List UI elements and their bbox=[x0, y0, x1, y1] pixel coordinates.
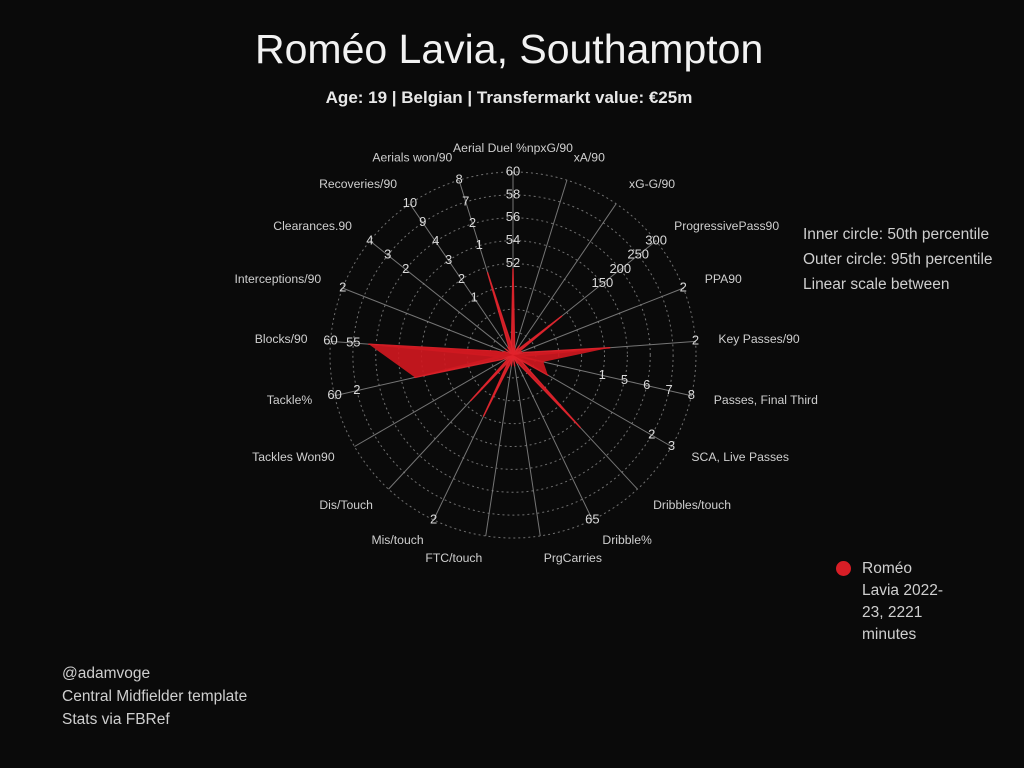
svg-text:60: 60 bbox=[327, 387, 341, 402]
svg-text:52: 52 bbox=[506, 255, 520, 270]
svg-text:7: 7 bbox=[462, 193, 469, 208]
svg-text:Dis/Touch: Dis/Touch bbox=[319, 498, 373, 512]
svg-text:Passes, Final Third: Passes, Final Third bbox=[714, 393, 818, 407]
svg-text:3: 3 bbox=[445, 252, 452, 267]
svg-text:Recoveries/90: Recoveries/90 bbox=[319, 177, 397, 191]
svg-text:58: 58 bbox=[506, 186, 520, 201]
svg-text:60: 60 bbox=[506, 163, 520, 178]
svg-text:2: 2 bbox=[353, 382, 360, 397]
svg-text:Tackle%: Tackle% bbox=[267, 393, 313, 407]
svg-text:Tackles Won90: Tackles Won90 bbox=[252, 450, 335, 464]
svg-text:150: 150 bbox=[592, 275, 614, 290]
svg-text:xG-G/90: xG-G/90 bbox=[629, 177, 675, 191]
svg-text:10: 10 bbox=[403, 195, 417, 210]
svg-text:2: 2 bbox=[402, 261, 409, 276]
svg-text:FTC/touch: FTC/touch bbox=[425, 551, 482, 565]
svg-text:ProgressivePass90: ProgressivePass90 bbox=[674, 219, 779, 233]
svg-text:3: 3 bbox=[384, 247, 391, 262]
svg-text:6: 6 bbox=[643, 377, 650, 392]
svg-text:300: 300 bbox=[645, 232, 667, 247]
svg-text:56: 56 bbox=[506, 209, 520, 224]
svg-text:2: 2 bbox=[458, 271, 465, 286]
svg-text:2: 2 bbox=[469, 215, 476, 230]
svg-text:8: 8 bbox=[688, 387, 695, 402]
svg-text:55: 55 bbox=[346, 334, 360, 349]
svg-text:200: 200 bbox=[609, 261, 631, 276]
svg-text:2: 2 bbox=[680, 280, 687, 295]
svg-text:Clearances.90: Clearances.90 bbox=[273, 219, 352, 233]
svg-text:PPA90: PPA90 bbox=[705, 272, 742, 286]
svg-text:2: 2 bbox=[339, 280, 346, 295]
svg-text:Blocks/90: Blocks/90 bbox=[255, 332, 308, 346]
svg-text:60: 60 bbox=[323, 333, 337, 348]
svg-text:1: 1 bbox=[471, 290, 478, 305]
svg-text:250: 250 bbox=[627, 247, 649, 262]
svg-text:5: 5 bbox=[621, 372, 628, 387]
svg-text:65: 65 bbox=[585, 511, 599, 526]
svg-text:1: 1 bbox=[599, 367, 606, 382]
svg-text:2: 2 bbox=[648, 427, 655, 442]
svg-text:SCA, Live Passes: SCA, Live Passes bbox=[691, 450, 789, 464]
svg-text:7: 7 bbox=[665, 382, 672, 397]
svg-text:Aerials won/90: Aerials won/90 bbox=[372, 150, 452, 164]
svg-text:54: 54 bbox=[506, 232, 520, 247]
svg-text:Dribble%: Dribble% bbox=[602, 533, 652, 547]
svg-text:Aerial Duel %npxG/90: Aerial Duel %npxG/90 bbox=[453, 141, 573, 155]
svg-text:Key Passes/90: Key Passes/90 bbox=[718, 332, 800, 346]
svg-text:PrgCarries: PrgCarries bbox=[544, 551, 602, 565]
svg-text:Mis/touch: Mis/touch bbox=[371, 533, 423, 547]
svg-text:3: 3 bbox=[668, 438, 675, 453]
svg-text:Interceptions/90: Interceptions/90 bbox=[234, 272, 321, 286]
svg-text:4: 4 bbox=[432, 233, 439, 248]
svg-text:xA/90: xA/90 bbox=[574, 150, 605, 164]
svg-text:2: 2 bbox=[430, 511, 437, 526]
svg-text:2: 2 bbox=[692, 333, 699, 348]
svg-text:9: 9 bbox=[419, 214, 426, 229]
svg-text:Dribbles/touch: Dribbles/touch bbox=[653, 498, 731, 512]
svg-text:1: 1 bbox=[476, 237, 483, 252]
svg-text:4: 4 bbox=[366, 232, 373, 247]
svg-text:8: 8 bbox=[455, 172, 462, 187]
